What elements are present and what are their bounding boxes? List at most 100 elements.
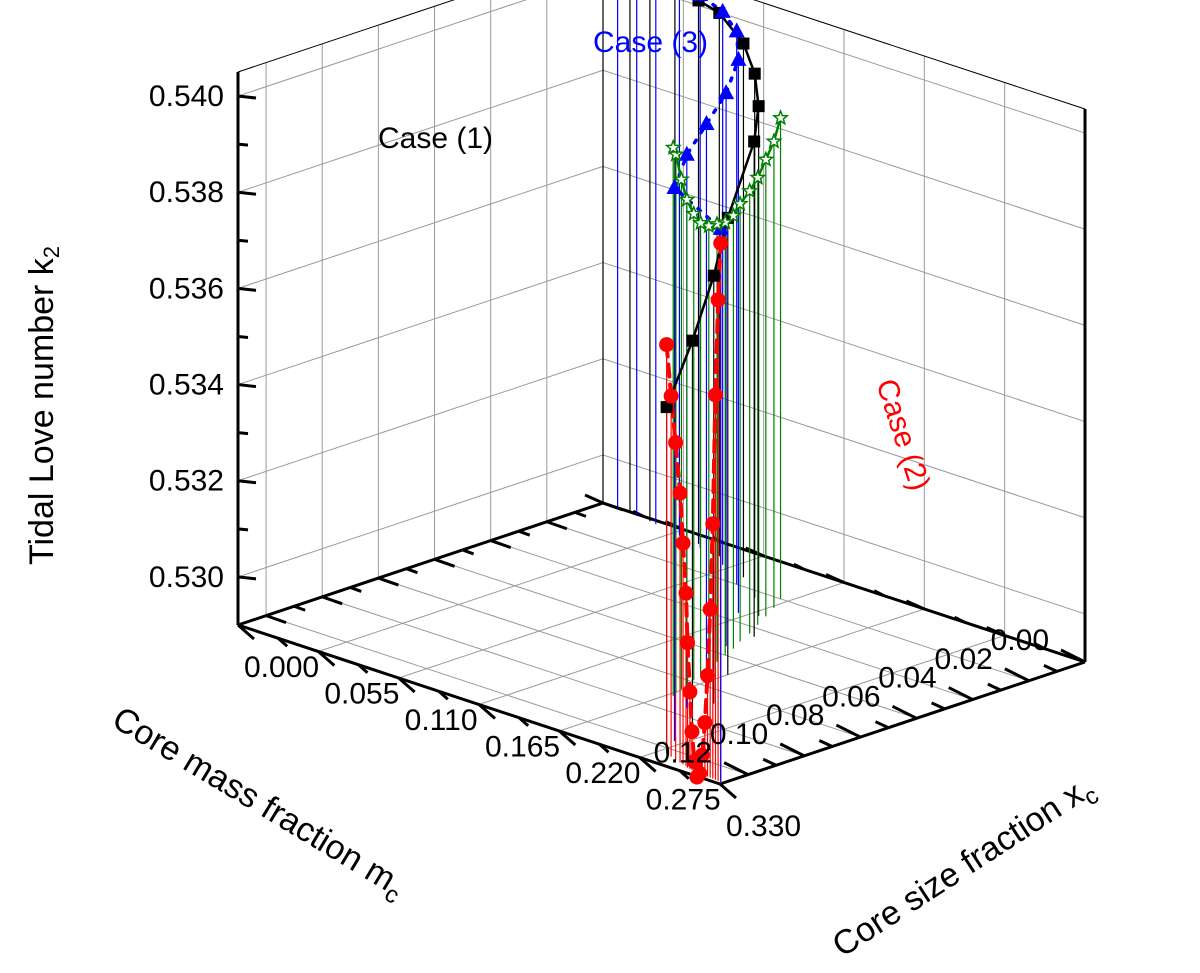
x-tick-label: 0.10 — [710, 718, 768, 751]
x-minor-tick — [818, 739, 833, 748]
wall-grid-line-z — [680, 0, 1086, 134]
marker-square — [686, 334, 699, 347]
x-back-tick — [434, 557, 456, 568]
marker-star — [731, 194, 749, 212]
y-major-tick — [317, 650, 336, 667]
y-major-tick — [397, 676, 416, 694]
marker-square — [752, 100, 765, 113]
wall-grid-line-z — [602, 358, 1086, 519]
marker-circle — [659, 337, 675, 353]
x-tick-label: 0.12 — [654, 737, 712, 770]
y-back-minor-tick — [632, 509, 644, 518]
x-back-tick — [546, 520, 568, 531]
y-back-minor-tick — [873, 589, 885, 598]
marker-circle — [682, 684, 698, 700]
wall-grid-line-z — [237, 165, 604, 289]
y-back-minor-tick — [793, 562, 805, 571]
z-axis-title: Tidal Love number k2 — [23, 246, 64, 565]
x-back-tick — [321, 595, 343, 606]
marker-circle — [700, 668, 716, 684]
series-line — [671, 116, 782, 228]
x-back-tick — [490, 539, 512, 549]
z-minor-tick — [237, 527, 249, 532]
x-back-tick — [602, 501, 624, 512]
marker-square — [737, 37, 750, 50]
x-major-tick — [948, 686, 974, 701]
z-major-tick — [237, 94, 257, 100]
x-major-tick — [779, 742, 805, 758]
floor-grid-line-y — [559, 608, 925, 732]
x-tick-label: 0.04 — [878, 662, 936, 695]
x-minor-tick — [874, 720, 890, 730]
floor-grid-line-y — [318, 529, 684, 652]
marker-circle — [680, 635, 696, 651]
z-major-tick — [237, 286, 257, 292]
wall-grid-line-z — [602, 69, 1086, 230]
x-back-minor-tick — [462, 548, 475, 556]
x-minor-tick — [1043, 664, 1058, 673]
x-back-minor-tick — [518, 529, 531, 537]
drop-lines — [602, 0, 782, 782]
z-minor-tick — [237, 334, 249, 339]
marker-circle — [668, 435, 684, 451]
z-tick-label: 0.534 — [149, 369, 224, 402]
x-axis-title: Core mass fraction mc — [103, 699, 413, 909]
y-axis-title: Core size fraction xc — [826, 768, 1104, 970]
x-tick-label: 0.00 — [991, 624, 1049, 657]
z-major-tick — [237, 575, 257, 581]
z-tick-label: 0.538 — [149, 176, 224, 209]
z-minor-tick — [237, 238, 249, 243]
z-tick-label: 0.536 — [149, 272, 224, 305]
marker-circle — [707, 387, 723, 403]
wall-grid-line-z — [237, 69, 604, 193]
series-line — [665, 0, 760, 409]
x-back-minor-tick — [349, 586, 362, 593]
y-back-minor-tick — [1034, 642, 1046, 651]
marker-star — [741, 181, 759, 199]
marker-square — [748, 135, 761, 148]
y-major-tick — [478, 703, 496, 720]
y-major-tick — [638, 756, 657, 773]
z-minor-tick — [237, 142, 249, 147]
y-minor-tick — [518, 716, 530, 727]
marker-circle — [663, 388, 679, 404]
x-back-minor-tick — [405, 567, 418, 575]
x-tick-label: 0.06 — [822, 680, 880, 713]
case-3-label: Case (3) — [593, 26, 708, 59]
marker-triangle — [718, 84, 735, 100]
y-minor-tick — [357, 663, 369, 674]
tick-labels: 0.5300.5320.5340.5360.5380.5400.000.020.… — [149, 80, 1049, 843]
y-axis-title-text: Core size fraction x — [826, 774, 1091, 964]
marker-star — [678, 190, 696, 208]
marker-square — [660, 401, 673, 414]
y-tick-label: 0.165 — [485, 731, 560, 764]
marker-triangle — [692, 0, 709, 2]
x-back-tick — [265, 614, 287, 625]
top-edge-back-right — [752, 0, 1086, 110]
marker-square — [748, 67, 761, 80]
marker-circle — [697, 715, 713, 731]
marker-square — [707, 269, 720, 282]
marker-star — [765, 132, 783, 149]
z-axis-title-sub: 2 — [39, 246, 64, 258]
z-tick-label: 0.540 — [149, 80, 224, 113]
z-tick-label: 0.532 — [149, 465, 224, 498]
y-back-tick — [825, 573, 845, 584]
z-major-tick — [237, 383, 257, 389]
y-minor-tick — [277, 637, 289, 648]
y-minor-tick — [678, 769, 690, 780]
y-tick-label: 0.000 — [244, 651, 319, 684]
marker-circle — [705, 516, 721, 532]
top-edge-back-left — [237, 0, 455, 73]
y-tick-label: 0.330 — [726, 810, 801, 843]
floor-grid-line-y — [398, 555, 764, 679]
z-tick-label: 0.530 — [149, 561, 224, 594]
case-1-label: Case (1) — [378, 122, 493, 155]
grid — [237, 0, 1086, 785]
x-back-minor-tick — [574, 510, 587, 518]
y-tick-label: 0.110 — [405, 704, 478, 737]
x-minor-tick — [762, 757, 777, 767]
x-major-tick — [891, 704, 918, 720]
marker-star — [685, 204, 703, 222]
marker-star — [724, 206, 743, 224]
